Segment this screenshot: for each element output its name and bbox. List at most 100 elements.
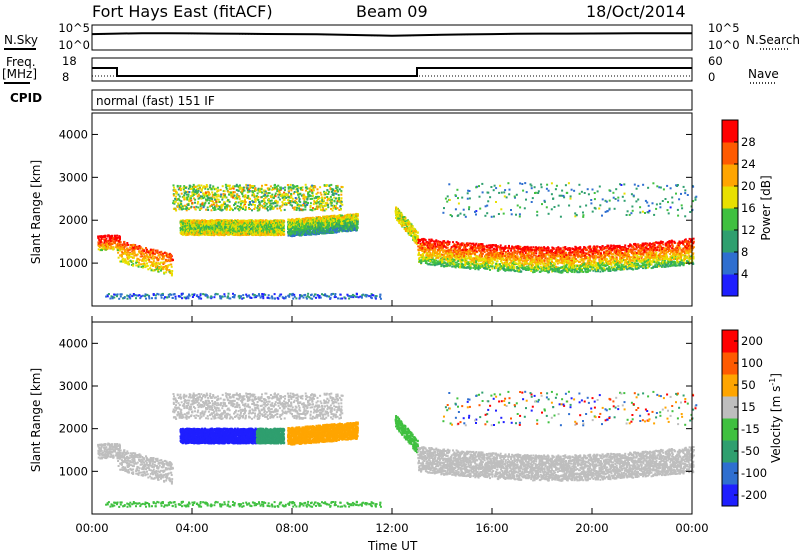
power-cell bbox=[233, 225, 236, 228]
power-cell bbox=[264, 234, 267, 237]
power-cell bbox=[102, 245, 105, 248]
power-cell bbox=[105, 241, 108, 244]
power-cell bbox=[136, 253, 139, 256]
power-cell bbox=[302, 230, 304, 233]
power-cell bbox=[117, 249, 119, 251]
power-cell bbox=[356, 214, 359, 217]
power-cell bbox=[166, 253, 169, 256]
power-cell bbox=[198, 219, 201, 222]
power-cell bbox=[167, 264, 170, 267]
power-cell bbox=[120, 247, 123, 250]
power-cell bbox=[208, 193, 211, 196]
power-cell bbox=[125, 251, 128, 254]
power-cell bbox=[254, 222, 257, 225]
power-cell bbox=[229, 223, 232, 226]
power-cell bbox=[240, 232, 243, 235]
power-cell bbox=[188, 207, 191, 210]
power-cell bbox=[147, 251, 150, 254]
power-cell bbox=[127, 261, 130, 264]
power-cell bbox=[143, 262, 146, 265]
power-cell bbox=[190, 205, 193, 208]
power-cell bbox=[160, 266, 163, 269]
power-cell bbox=[190, 199, 193, 202]
power-cell bbox=[204, 192, 207, 194]
station-title: Fort Hays East (fitACF) bbox=[92, 2, 273, 21]
power-cell bbox=[320, 226, 323, 229]
power-cell bbox=[191, 202, 194, 204]
power-cell bbox=[145, 262, 148, 265]
power-cell bbox=[258, 220, 261, 223]
power-cell bbox=[178, 199, 181, 202]
power-cell bbox=[277, 226, 280, 229]
power-cell bbox=[212, 185, 215, 188]
power-cell bbox=[190, 227, 193, 230]
power-cell bbox=[99, 240, 102, 243]
power-cell bbox=[163, 261, 166, 264]
power-cell bbox=[207, 222, 210, 225]
power-cell bbox=[306, 223, 308, 226]
power-cell bbox=[317, 222, 320, 224]
power-cell bbox=[324, 220, 327, 223]
power-cell bbox=[126, 256, 129, 259]
power-cell bbox=[152, 250, 155, 253]
power-cell bbox=[199, 222, 202, 225]
power-cell bbox=[118, 246, 121, 249]
power-cell bbox=[187, 203, 190, 206]
power-cell bbox=[231, 209, 234, 212]
nsearch-series-line bbox=[91, 32, 692, 37]
power-cell bbox=[128, 248, 131, 251]
power-cell bbox=[233, 194, 236, 197]
power-cell bbox=[352, 218, 355, 221]
power-cell bbox=[318, 222, 321, 225]
power-cell bbox=[159, 253, 162, 256]
power-cell bbox=[138, 250, 140, 253]
power-cell bbox=[276, 228, 279, 231]
power-cell bbox=[225, 228, 228, 231]
power-cell bbox=[217, 195, 220, 198]
power-cell bbox=[294, 234, 297, 236]
power-cell bbox=[222, 225, 225, 228]
power-cell bbox=[105, 237, 108, 240]
power-cell bbox=[333, 220, 336, 222]
power-cell bbox=[205, 224, 208, 227]
power-cell bbox=[109, 235, 112, 238]
power-cell bbox=[112, 248, 115, 251]
power-cell bbox=[215, 227, 218, 230]
power-cell bbox=[213, 219, 216, 222]
power-cell bbox=[304, 225, 307, 228]
power-cell bbox=[165, 266, 168, 269]
power-cell bbox=[106, 240, 109, 243]
power-cell bbox=[216, 220, 219, 223]
power-cell bbox=[251, 225, 253, 228]
power-cell bbox=[278, 226, 281, 229]
power-cell bbox=[204, 201, 207, 204]
power-cell bbox=[143, 264, 146, 266]
power-cell bbox=[238, 227, 241, 230]
power-cell bbox=[277, 234, 280, 237]
power-cell bbox=[228, 205, 231, 208]
power-cell bbox=[131, 248, 134, 251]
power-cell bbox=[275, 222, 278, 225]
power-cell bbox=[182, 231, 184, 234]
power-cell bbox=[241, 220, 244, 222]
power-cell bbox=[307, 227, 310, 230]
power-cell bbox=[309, 224, 312, 227]
power-cell bbox=[276, 226, 278, 229]
power-cell bbox=[170, 254, 173, 256]
power-cell bbox=[168, 269, 171, 272]
power-cell bbox=[214, 208, 217, 211]
power-cell bbox=[208, 226, 211, 229]
power-cell bbox=[105, 243, 108, 246]
freq-tick-left-low: 8 bbox=[62, 70, 69, 84]
power-cell bbox=[260, 233, 263, 236]
power-cell bbox=[236, 197, 239, 200]
power-cell bbox=[297, 224, 300, 227]
power-cell bbox=[280, 231, 283, 233]
power-cell bbox=[244, 223, 247, 226]
power-cell bbox=[305, 229, 308, 232]
power-cell bbox=[155, 249, 158, 252]
power-cell bbox=[195, 185, 198, 188]
power-cell bbox=[106, 235, 109, 238]
power-cell bbox=[325, 217, 327, 220]
power-cell bbox=[201, 233, 204, 236]
